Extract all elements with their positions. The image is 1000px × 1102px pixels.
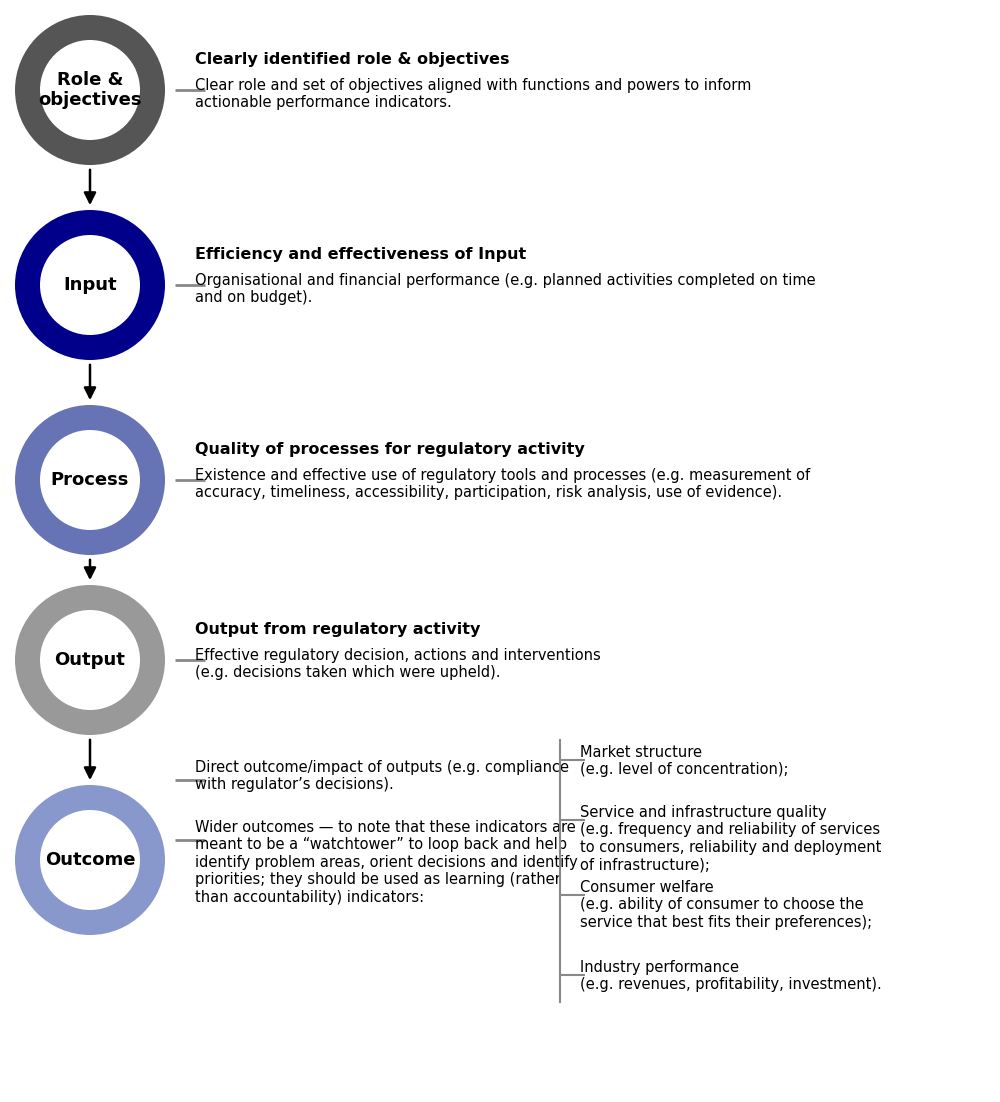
Text: Direct outcome/impact of outputs (e.g. compliance
with regulator’s decisions).: Direct outcome/impact of outputs (e.g. c…: [195, 760, 569, 792]
Circle shape: [40, 40, 140, 140]
Text: Output: Output: [55, 651, 125, 669]
Circle shape: [40, 810, 140, 910]
Text: Market structure
(e.g. level of concentration);: Market structure (e.g. level of concentr…: [580, 745, 788, 777]
Circle shape: [15, 785, 165, 934]
Text: Clearly identified role & objectives: Clearly identified role & objectives: [195, 52, 510, 67]
Text: Industry performance
(e.g. revenues, profitability, investment).: Industry performance (e.g. revenues, pro…: [580, 960, 882, 993]
Text: Organisational and financial performance (e.g. planned activities completed on t: Organisational and financial performance…: [195, 273, 816, 305]
Text: Input: Input: [63, 276, 117, 294]
Circle shape: [15, 210, 165, 360]
Text: Effective regulatory decision, actions and interventions
(e.g. decisions taken w: Effective regulatory decision, actions a…: [195, 648, 601, 680]
Circle shape: [40, 611, 140, 710]
Circle shape: [15, 585, 165, 735]
Text: Process: Process: [51, 471, 129, 489]
Text: Outcome: Outcome: [45, 851, 135, 869]
Text: Consumer welfare
(e.g. ability of consumer to choose the
service that best fits : Consumer welfare (e.g. ability of consum…: [580, 880, 872, 930]
Text: Clear role and set of objectives aligned with functions and powers to inform
act: Clear role and set of objectives aligned…: [195, 78, 751, 110]
Text: Existence and effective use of regulatory tools and processes (e.g. measurement : Existence and effective use of regulator…: [195, 468, 810, 500]
Text: Wider outcomes — to note that these indicators are
meant to be a “watchtower” to: Wider outcomes — to note that these indi…: [195, 820, 578, 905]
Text: Efficiency and effectiveness of Input: Efficiency and effectiveness of Input: [195, 247, 526, 262]
Circle shape: [40, 430, 140, 530]
Circle shape: [15, 406, 165, 555]
Text: Role &
objectives: Role & objectives: [38, 71, 142, 109]
Text: Output from regulatory activity: Output from regulatory activity: [195, 622, 480, 637]
Text: Quality of processes for regulatory activity: Quality of processes for regulatory acti…: [195, 442, 585, 457]
Text: Service and infrastructure quality
(e.g. frequency and reliability of services
t: Service and infrastructure quality (e.g.…: [580, 804, 881, 872]
Circle shape: [40, 235, 140, 335]
Circle shape: [15, 15, 165, 165]
